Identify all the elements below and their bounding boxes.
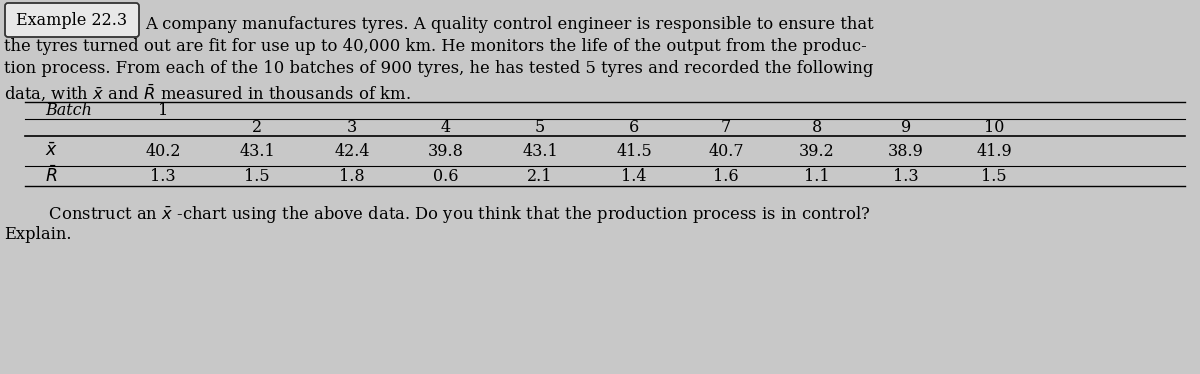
- Text: 0.6: 0.6: [433, 168, 458, 184]
- Text: A company manufactures tyres. A quality control engineer is responsible to ensur: A company manufactures tyres. A quality …: [145, 16, 874, 33]
- Text: 10: 10: [984, 119, 1004, 136]
- Text: Construct an $\bar{x}$ -chart using the above data. Do you think that the produc: Construct an $\bar{x}$ -chart using the …: [28, 204, 870, 225]
- Text: 1.5: 1.5: [244, 168, 270, 184]
- Text: 1.3: 1.3: [893, 168, 919, 184]
- Text: 1.3: 1.3: [150, 168, 176, 184]
- Text: Example 22.3: Example 22.3: [17, 12, 127, 28]
- Text: 8: 8: [812, 119, 822, 136]
- Text: 42.4: 42.4: [335, 142, 370, 159]
- Text: Explain.: Explain.: [4, 226, 72, 243]
- Text: the tyres turned out are fit for use up to 40,000 km. He monitors the life of th: the tyres turned out are fit for use up …: [4, 38, 866, 55]
- Text: 39.8: 39.8: [428, 142, 464, 159]
- Text: 43.1: 43.1: [239, 142, 275, 159]
- FancyBboxPatch shape: [5, 3, 139, 37]
- Text: data, with $\bar{x}$ and $\bar{R}$ measured in thousands of km.: data, with $\bar{x}$ and $\bar{R}$ measu…: [4, 82, 410, 102]
- Text: 1.5: 1.5: [982, 168, 1007, 184]
- Text: 1.4: 1.4: [622, 168, 647, 184]
- Text: $\bar{R}$: $\bar{R}$: [46, 166, 58, 186]
- Text: 3: 3: [347, 119, 358, 136]
- Text: 4: 4: [440, 119, 451, 136]
- Text: 2: 2: [252, 119, 262, 136]
- Text: 1.6: 1.6: [713, 168, 739, 184]
- Text: Batch: Batch: [46, 102, 92, 119]
- Text: 43.1: 43.1: [522, 142, 558, 159]
- Text: 38.9: 38.9: [888, 142, 924, 159]
- Text: 39.2: 39.2: [799, 142, 835, 159]
- Text: 1: 1: [158, 102, 168, 119]
- Text: $\bar{x}$: $\bar{x}$: [46, 142, 58, 160]
- Text: 6: 6: [629, 119, 640, 136]
- Text: 41.9: 41.9: [976, 142, 1012, 159]
- Text: 1.1: 1.1: [804, 168, 830, 184]
- Text: 5: 5: [535, 119, 545, 136]
- Text: 40.7: 40.7: [708, 142, 744, 159]
- Text: 40.2: 40.2: [145, 142, 181, 159]
- Text: tion process. From each of the 10 batches of 900 tyres, he has tested 5 tyres an: tion process. From each of the 10 batche…: [4, 60, 874, 77]
- Text: 41.5: 41.5: [616, 142, 652, 159]
- Text: 1.8: 1.8: [340, 168, 365, 184]
- Text: 2.1: 2.1: [527, 168, 553, 184]
- Text: 7: 7: [721, 119, 731, 136]
- Text: 9: 9: [901, 119, 911, 136]
